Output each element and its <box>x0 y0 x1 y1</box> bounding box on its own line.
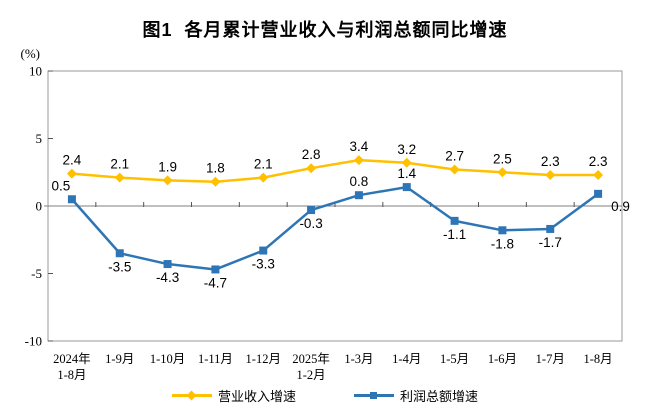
data-label: -4.3 <box>156 270 179 285</box>
y-axis-unit-label: (%) <box>21 46 41 61</box>
x-tick-label: 1-5月 <box>440 352 469 366</box>
legend-item-revenue-growth[interactable]: 营业收入增速 <box>171 386 296 405</box>
data-label: 0.5 <box>52 178 71 193</box>
data-label: -4.7 <box>204 275 227 290</box>
x-tick-label: 1-7月 <box>536 352 565 366</box>
legend-label-revenue-growth: 营业收入增速 <box>217 388 296 404</box>
revenue-growth-series: 2.4 2.1 1.9 1.8 2.1 2.8 3.4 3.2 2.7 2.5 2.3 2.3 <box>63 139 608 187</box>
data-label: 2.8 <box>302 147 321 162</box>
square-marker-icon[interactable] <box>594 189 603 198</box>
data-label: 2.4 <box>63 153 82 168</box>
data-label: -3.3 <box>252 257 275 272</box>
data-label: 2.5 <box>493 151 512 166</box>
data-label: 3.2 <box>397 142 416 157</box>
profit-growth-series: 0.5 -3.5 -4.3 -4.7 -3.3 -0.3 0.8 1.4 -1.1 -1.8 -1.… <box>52 166 630 290</box>
square-marker-icon[interactable] <box>450 216 459 225</box>
x-axis-labels: 2024年 1-8月 1-9月 1-10月 1-11月 1-12月 2025年 1-2月 1-3… <box>53 352 613 382</box>
data-label: 3.4 <box>350 139 369 154</box>
chart-title: 图1 各月累计营业收入与利润总额同比增速 <box>142 20 508 40</box>
x-tick-label: 1-3月 <box>344 352 373 366</box>
square-marker-icon[interactable] <box>259 246 268 255</box>
y-tick-label: 0 <box>36 199 43 214</box>
diamond-marker-icon[interactable] <box>210 176 221 187</box>
data-label: -0.3 <box>299 216 322 231</box>
diamond-marker-icon[interactable] <box>258 172 269 183</box>
diamond-marker-icon[interactable] <box>306 163 317 174</box>
data-label: 0.9 <box>611 199 630 214</box>
square-marker-icon[interactable] <box>307 206 316 215</box>
data-label: -3.5 <box>108 259 131 274</box>
data-label: -1.1 <box>443 227 466 242</box>
square-marker-icon <box>370 391 377 399</box>
square-marker-icon[interactable] <box>498 226 507 235</box>
diamond-marker-icon[interactable] <box>449 164 460 175</box>
data-label: -1.8 <box>491 236 514 251</box>
diamond-marker-icon[interactable] <box>353 155 364 166</box>
data-label: 1.9 <box>158 159 177 174</box>
x-tick-label: 1-6月 <box>488 352 517 366</box>
diamond-marker-icon[interactable] <box>401 157 412 168</box>
diamond-marker-icon[interactable] <box>497 167 508 178</box>
profit-growth-series-line[interactable] <box>70 185 599 271</box>
y-tick-label: -10 <box>25 334 42 349</box>
y-tick-label: -5 <box>31 266 42 281</box>
x-tick-label: 1-4月 <box>392 352 421 366</box>
diamond-marker-icon[interactable] <box>162 175 173 186</box>
data-label: 2.1 <box>254 157 273 172</box>
square-marker-icon[interactable] <box>354 191 363 200</box>
legend: 营业收入增速 利润总额增速 <box>0 384 650 406</box>
square-marker-icon[interactable] <box>211 265 220 274</box>
square-marker-icon[interactable] <box>546 224 555 233</box>
data-label: 2.1 <box>110 157 129 172</box>
data-label: 1.8 <box>206 161 225 176</box>
x-tick-label: 1-12月 <box>246 352 281 366</box>
data-label: 1.4 <box>397 166 416 181</box>
y-tick-label: 5 <box>36 131 43 146</box>
data-label: 2.3 <box>541 154 560 169</box>
diamond-marker-icon[interactable] <box>545 169 556 180</box>
revenue-growth-series-line[interactable] <box>71 158 599 183</box>
y-axis: 10 5 0 -5 -10 <box>25 64 53 349</box>
square-marker-icon[interactable] <box>402 183 411 192</box>
data-label: 2.3 <box>589 154 608 169</box>
x-tick-label: 2024年 1-8月 <box>53 352 91 382</box>
profit-line-swatch <box>354 390 394 400</box>
legend-item-profit-growth[interactable]: 利润总额增速 <box>354 386 478 405</box>
x-tick-label: 1-11月 <box>198 352 233 366</box>
x-axis <box>44 202 622 207</box>
revenue-line-swatch <box>171 390 212 400</box>
y-tick-label: 10 <box>29 64 42 79</box>
data-label: 0.8 <box>350 174 369 189</box>
square-marker-icon[interactable] <box>163 260 172 269</box>
diamond-marker-icon[interactable] <box>593 169 604 180</box>
data-label: -1.7 <box>539 235 562 250</box>
diamond-marker-icon[interactable] <box>66 168 77 179</box>
x-tick-label: 1-8月 <box>583 352 612 366</box>
x-tick-label: 1-10月 <box>150 352 185 366</box>
square-marker-icon[interactable] <box>67 195 76 204</box>
data-label: 2.7 <box>445 149 464 164</box>
square-marker-icon[interactable] <box>115 249 124 258</box>
x-tick-label: 1-9月 <box>105 352 134 366</box>
x-tick-label: 2025年 1-2月 <box>292 352 330 382</box>
legend-label-profit-growth: 利润总额增速 <box>400 388 479 404</box>
diamond-marker-icon[interactable] <box>114 172 125 183</box>
diamond-marker-icon <box>186 390 197 400</box>
